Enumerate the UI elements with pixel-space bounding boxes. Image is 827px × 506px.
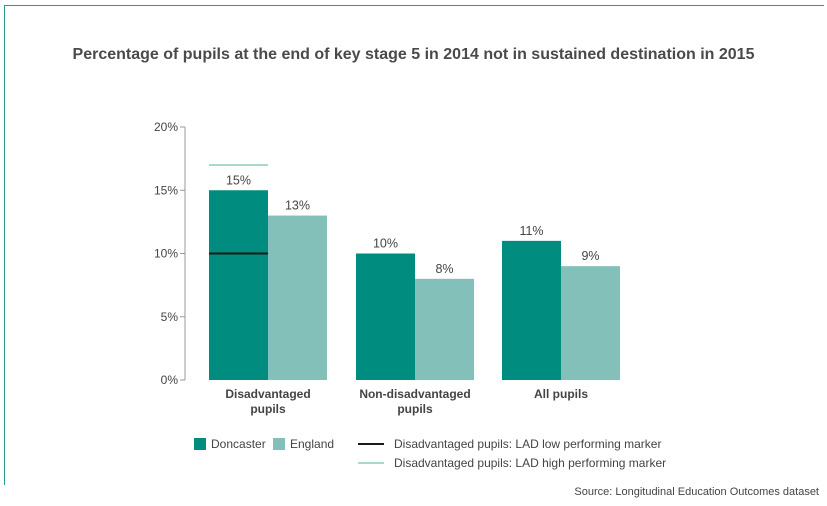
legend-label-low-marker: Disadvantaged pupils: LAD low performing… [394,437,662,451]
bar-doncaster-2 [502,240,561,380]
category-label: All pupils [534,387,588,401]
legend-label-england: England [290,437,335,451]
legend-label-doncaster: Doncaster [211,437,266,451]
bar-doncaster-0 [209,190,268,380]
y-tick-label: 10% [154,247,178,261]
data-label: 15% [226,173,251,187]
chart-frame [4,5,824,485]
data-label: 8% [435,262,453,276]
data-label: 10% [373,237,398,251]
category-label: Non-disadvantaged [359,387,470,401]
bar-england-1 [415,278,474,380]
category-label: pupils [397,402,433,416]
chart-title: Percentage of pupils at the end of key s… [72,46,755,63]
legend-swatch-england [273,438,285,450]
y-tick-label: 15% [154,183,178,197]
y-tick-label: 5% [161,310,179,324]
category-label: pupils [250,402,286,416]
bar-doncaster-1 [356,253,415,380]
legend-line-low-marker [358,443,384,445]
legend-item-low-marker: Disadvantaged pupils: LAD low performing… [358,437,661,451]
legend-item-doncaster: Doncaster [194,437,266,451]
legend-item-england: England [273,437,334,451]
y-tick-label: 20% [154,120,178,134]
bar-chart: 0% 5% 10% 15% 20% 15% 10% 11% 13% 8% 9% Disadvantag… [154,120,620,416]
legend-line-high-marker [358,462,384,464]
y-tick-label: 0% [161,373,179,387]
data-label: 13% [285,199,310,213]
bar-england-0 [268,215,327,380]
bar-england-2 [561,266,620,380]
category-label: Disadvantaged [225,387,310,401]
legend-swatch-doncaster [194,438,206,450]
legend-item-high-marker: Disadvantaged pupils: LAD high performin… [358,456,666,470]
legend-label-high-marker: Disadvantaged pupils: LAD high performin… [394,456,667,470]
source-note: Source: Longitudinal Education Outcomes … [574,486,819,498]
data-label: 11% [519,224,543,238]
data-label: 9% [581,249,599,263]
